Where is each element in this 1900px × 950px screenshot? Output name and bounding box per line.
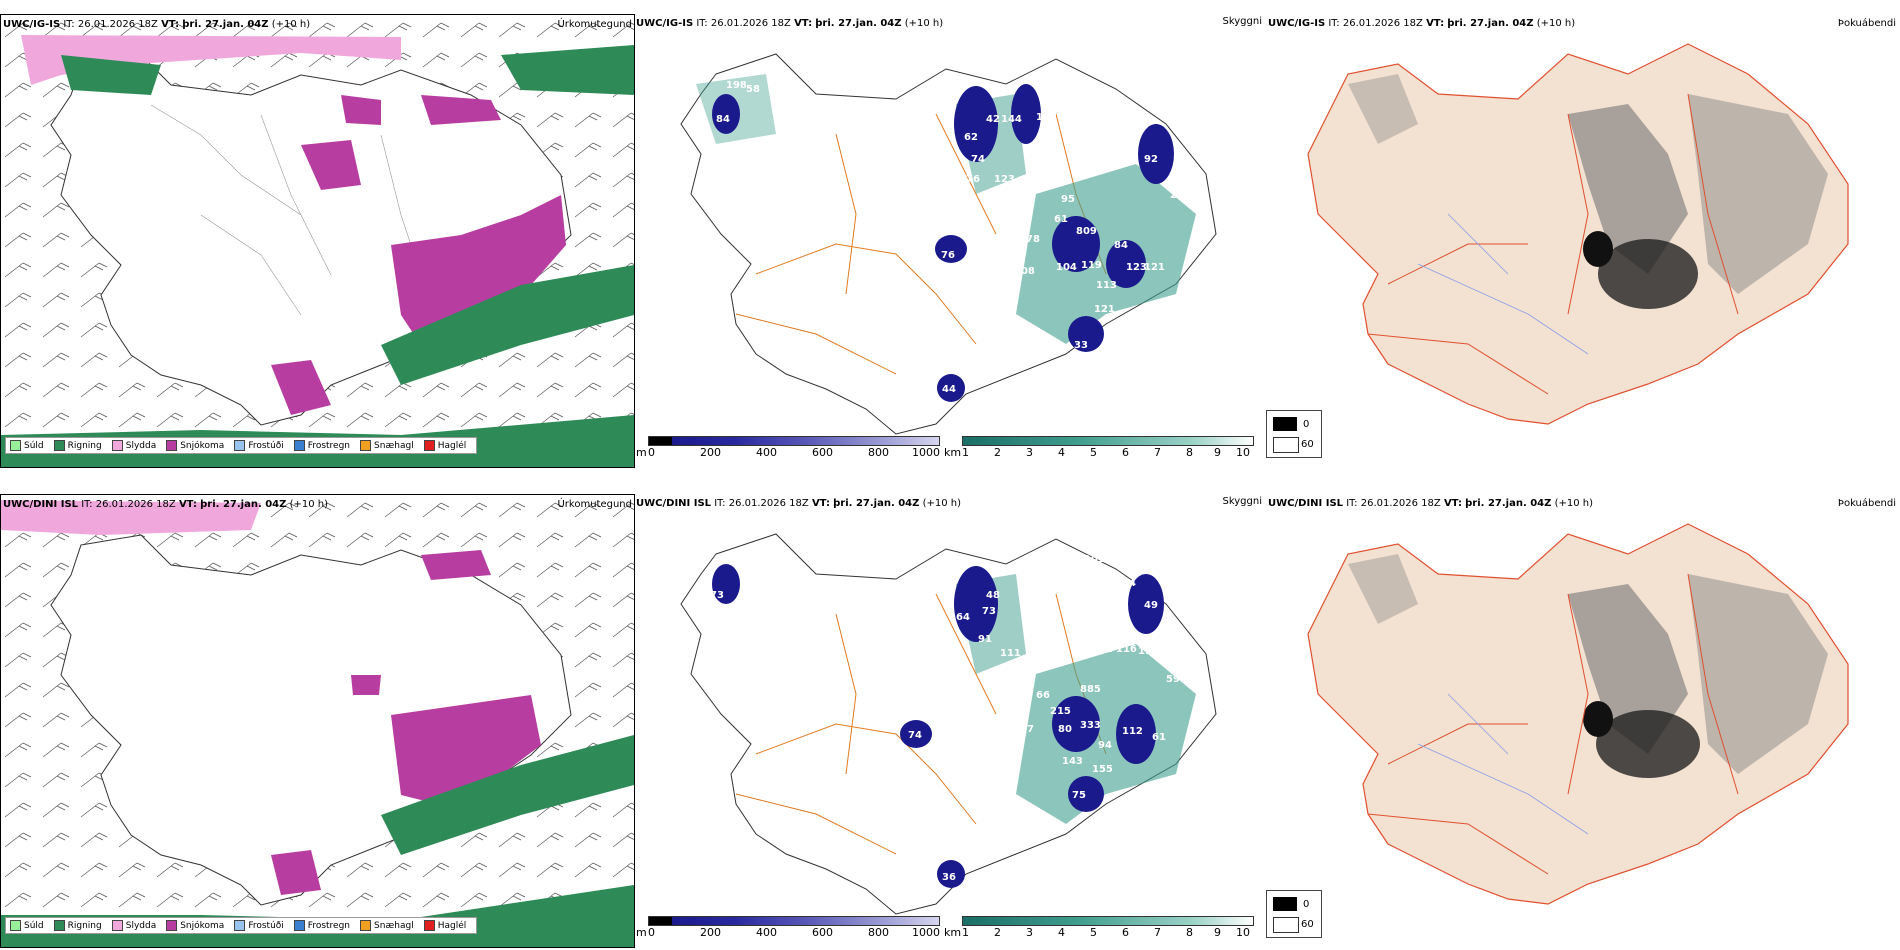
legend-item: Rigning [53, 920, 102, 931]
legend-item: Snæhagl [360, 920, 414, 931]
cloud-labels: 150 61 73 48 111 64 73 91 111 101 74 49 … [710, 554, 1190, 883]
panel-title: Skyggni [1222, 496, 1262, 507]
snow-area [391, 695, 541, 805]
cloud-panel-2: UWC/DINI ISL IT: 26.01.2026 18Z VT: þri.… [636, 494, 1264, 946]
precip-legend: Súld Rigning Slydda Snjókoma Frostúði Fr… [5, 437, 478, 454]
precip-map-1 [1, 15, 634, 467]
snow-area [301, 140, 361, 190]
cloudbase-colorbar: m 0 200 400 600 800 1000 [636, 436, 940, 466]
snow-area [271, 360, 331, 415]
panel-title: Úrkomutegund [557, 19, 632, 30]
cloud-panel-1: UWC/IG-IS IT: 26.01.2026 18Z VT: þri. 27… [636, 14, 1264, 466]
row-2: UWC/DINI ISL IT: 26.01.2026 18Z VT: þri.… [0, 480, 1900, 950]
legend-item: Haglél [423, 440, 466, 451]
visibility-unit: km [944, 446, 962, 459]
row-1: UWC/IG-IS IT: 26.01.2026 18Z VT: þri. 27… [0, 0, 1900, 470]
fog-map-1 [1307, 43, 1849, 425]
legend-item: Frostúði [234, 440, 284, 451]
header-2c: UWC/DINI ISL IT: 26.01.2026 18Z VT: þri.… [1268, 498, 1594, 509]
snow-area [341, 95, 381, 125]
header-1: UWC/IG-IS IT: 26.01.2026 18Z VT: þri. 27… [3, 19, 310, 30]
legend-item: Slydda [111, 440, 156, 451]
panel-title: Úrkomutegund [557, 499, 632, 510]
fog-panel-1: UWC/IG-IS IT: 26.01.2026 18Z VT: þri. 27… [1268, 14, 1898, 466]
header-1b: UWC/IG-IS IT: 26.01.2026 18Z VT: þri. 27… [636, 18, 944, 29]
fog-map-2 [1307, 523, 1849, 905]
snow-area [421, 95, 501, 125]
fog-legend-2: 0 60 [1266, 890, 1322, 938]
panel-title: Þokuábendi [1837, 18, 1896, 29]
visibility-colorbar: km 1 2 3 4 5 6 7 8 9 10 [944, 916, 1254, 946]
rain-area [381, 265, 634, 385]
rain-area [501, 45, 634, 95]
legend-item: Frostúði [234, 920, 284, 931]
legend-item: Slydda [111, 920, 156, 931]
snow-area [351, 675, 381, 695]
legend-item: Haglél [423, 920, 466, 931]
header-2b: UWC/DINI ISL IT: 26.01.2026 18Z VT: þri.… [636, 498, 962, 509]
precip-legend: Súld Rigning Slydda Snjókoma Frostúði Fr… [5, 917, 478, 934]
rain-area [381, 735, 634, 855]
cloud-labels: 198 58 84 42 144 142 74 62 76 123 76 161… [716, 80, 1191, 395]
legend-item: Snjókoma [166, 440, 224, 451]
snow-area [421, 550, 491, 580]
legend-item: Súld [10, 440, 44, 451]
precip-map-2 [1, 495, 634, 947]
legend-item: Snjókoma [166, 920, 224, 931]
visibility-colorbar: km 1 2 3 4 5 6 7 8 9 10 [944, 436, 1254, 466]
cloud-map-2 [680, 533, 1217, 915]
lead-time: (+10 h) [271, 19, 311, 30]
model-name: UWC/IG-IS [3, 19, 61, 30]
it-label: IT: [63, 19, 75, 30]
legend-item: Súld [10, 920, 44, 931]
header-1c: UWC/IG-IS IT: 26.01.2026 18Z VT: þri. 27… [1268, 18, 1576, 29]
sleet-area [21, 35, 401, 85]
it-value: 26.01.2026 18Z [77, 19, 158, 30]
precip-panel-1: UWC/IG-IS IT: 26.01.2026 18Z VT: þri. 27… [0, 14, 635, 468]
cloud-map-1 [680, 53, 1217, 435]
legend-item: Rigning [53, 440, 102, 451]
header-2: UWC/DINI ISL IT: 26.01.2026 18Z VT: þri.… [3, 499, 329, 510]
fog-panel-2: UWC/DINI ISL IT: 26.01.2026 18Z VT: þri.… [1268, 494, 1898, 946]
legend-item: Frostregn [293, 440, 350, 451]
sleet-area [1, 500, 261, 535]
vt-label: VT: [161, 19, 180, 30]
fog-legend-1: 0 60 [1266, 410, 1322, 458]
panel-title: Skyggni [1222, 16, 1262, 27]
precip-panel-2: UWC/DINI ISL IT: 26.01.2026 18Z VT: þri.… [0, 494, 635, 948]
vt-value: þri. 27.jan. 04Z [182, 19, 269, 30]
legend-item: Snæhagl [360, 440, 414, 451]
snow-area [391, 195, 566, 345]
iceland-outline [680, 533, 1217, 915]
cloudbase-colorbar: m 0 200 400 600 800 1000 [636, 916, 940, 946]
rain-area [61, 55, 161, 95]
legend-item: Frostregn [293, 920, 350, 931]
panel-title: Þokuábendi [1837, 498, 1896, 509]
snow-area [271, 850, 321, 895]
cloudbase-unit: m [636, 446, 647, 459]
